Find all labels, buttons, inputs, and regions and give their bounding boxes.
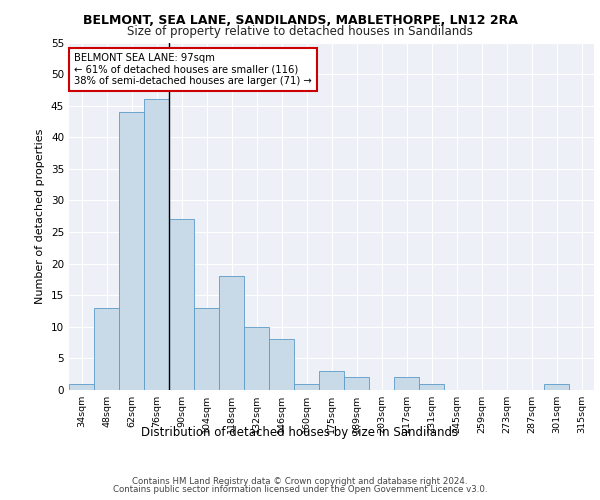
Text: BELMONT, SEA LANE, SANDILANDS, MABLETHORPE, LN12 2RA: BELMONT, SEA LANE, SANDILANDS, MABLETHOR… — [83, 14, 517, 27]
Bar — [419, 384, 444, 390]
Y-axis label: Number of detached properties: Number of detached properties — [35, 128, 46, 304]
Bar — [319, 371, 344, 390]
Text: Contains HM Land Registry data © Crown copyright and database right 2024.: Contains HM Land Registry data © Crown c… — [132, 477, 468, 486]
Bar — [144, 100, 169, 390]
Bar — [344, 378, 369, 390]
Bar — [119, 112, 144, 390]
Bar — [544, 384, 569, 390]
Bar — [194, 308, 219, 390]
Text: Size of property relative to detached houses in Sandilands: Size of property relative to detached ho… — [127, 25, 473, 38]
Bar — [394, 378, 419, 390]
Text: Distribution of detached houses by size in Sandilands: Distribution of detached houses by size … — [142, 426, 458, 439]
Bar — [94, 308, 119, 390]
Bar — [294, 384, 319, 390]
Bar — [169, 220, 194, 390]
Bar — [244, 327, 269, 390]
Text: BELMONT SEA LANE: 97sqm
← 61% of detached houses are smaller (116)
38% of semi-d: BELMONT SEA LANE: 97sqm ← 61% of detache… — [74, 53, 312, 86]
Text: Contains public sector information licensed under the Open Government Licence v3: Contains public sector information licen… — [113, 484, 487, 494]
Bar — [269, 340, 294, 390]
Bar — [219, 276, 244, 390]
Bar — [69, 384, 94, 390]
